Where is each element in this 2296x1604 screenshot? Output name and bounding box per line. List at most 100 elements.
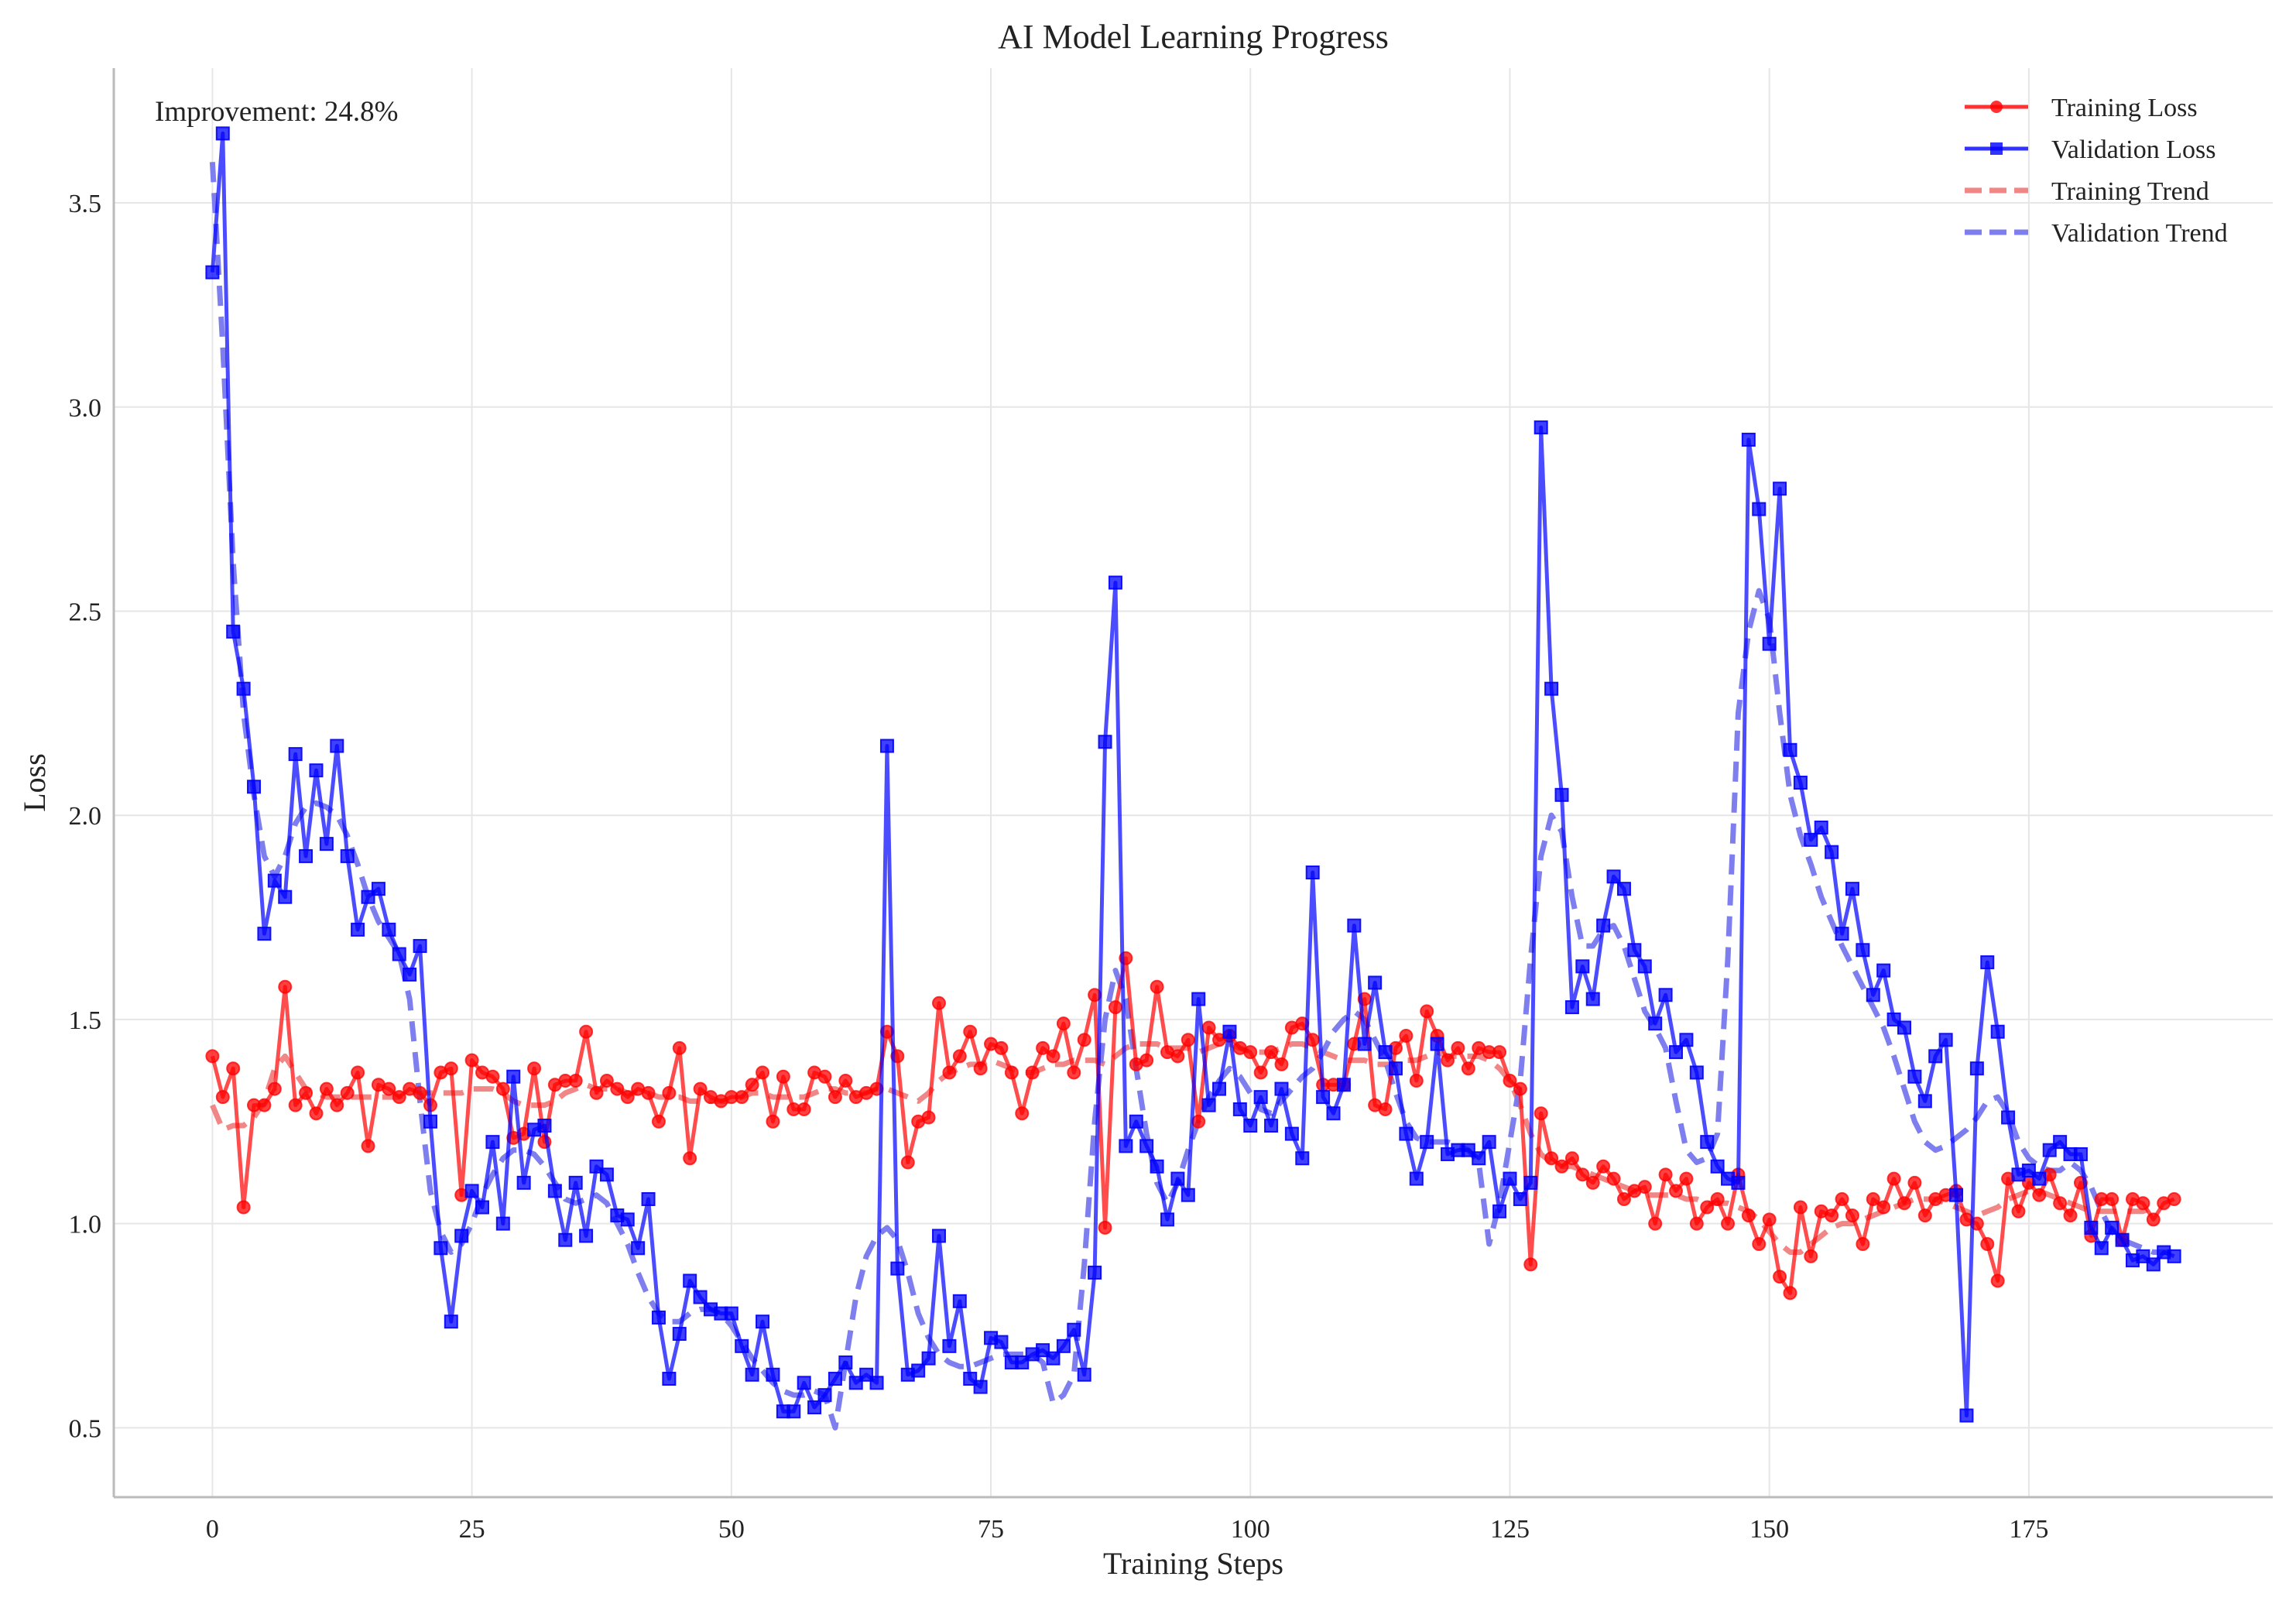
training-loss-point <box>973 1061 988 1076</box>
validation-loss-point <box>1326 1106 1341 1121</box>
validation-loss-point <box>807 1400 822 1414</box>
training-loss-point <box>485 1069 500 1084</box>
validation-loss-point <box>2115 1232 2130 1247</box>
validation-loss-point <box>931 1229 946 1243</box>
series-validation-loss <box>205 126 2181 1423</box>
training-loss-point <box>330 1098 344 1112</box>
validation-loss-point <box>1554 787 1569 802</box>
validation-loss-point <box>828 1372 842 1386</box>
legend-item-validation-loss[interactable]: Validation Loss <box>1965 135 2215 164</box>
validation-loss-point <box>1897 1020 1911 1035</box>
legend-item-training-trend[interactable]: Training Trend <box>1965 177 2209 206</box>
training-loss-point <box>1399 1029 1414 1044</box>
validation-loss-point <box>361 889 375 904</box>
training-loss-point <box>2105 1191 2120 1206</box>
validation-loss-point <box>2084 1220 2099 1235</box>
validation-loss-point <box>1222 1024 1237 1039</box>
training-loss-point <box>1773 1270 1787 1284</box>
legend-item-training-loss[interactable]: Training Loss <box>1965 94 2198 122</box>
validation-loss-point <box>1284 1126 1299 1141</box>
validation-loss-point <box>278 889 293 904</box>
training-loss-point <box>1170 1049 1185 1064</box>
training-loss-point <box>1866 1191 1880 1206</box>
training-loss-point <box>464 1053 479 1068</box>
training-loss-point <box>1274 1057 1289 1071</box>
training-loss-point <box>257 1098 272 1112</box>
chart-title: AI Model Learning Progress <box>998 18 1389 56</box>
validation-loss-point <box>1036 1343 1050 1358</box>
validation-loss-point <box>1139 1139 1154 1153</box>
training-loss-point <box>1534 1106 1548 1121</box>
validation-loss-point <box>403 967 417 982</box>
validation-loss-point <box>1243 1119 1258 1133</box>
training-loss-point <box>278 979 293 994</box>
training-loss-point <box>1637 1180 1652 1194</box>
validation-loss-point <box>838 1355 853 1369</box>
validation-loss-point <box>672 1327 687 1342</box>
axes <box>112 68 2273 1499</box>
training-loss-point <box>382 1081 396 1096</box>
validation-loss-point <box>662 1372 677 1386</box>
training-loss-point <box>1492 1045 1507 1060</box>
validation-loss-point <box>1793 776 1808 790</box>
validation-loss-point <box>1503 1171 1517 1186</box>
validation-loss-point <box>942 1338 957 1353</box>
validation-loss-point <box>2073 1146 2088 1161</box>
validation-loss-point <box>1544 681 1559 696</box>
training-loss-point <box>2063 1208 2078 1223</box>
training-loss-point <box>1056 1016 1071 1031</box>
validation-loss-point <box>2001 1110 2016 1125</box>
legend-marker-square <box>1990 142 2003 155</box>
training-loss-point <box>215 1090 230 1105</box>
x-tick-label: 150 <box>1749 1515 1789 1544</box>
y-tick-labels: 0.5 1.0 1.5 2.0 2.5 3.0 3.5 <box>69 190 102 1443</box>
training-loss-point <box>828 1090 842 1105</box>
training-loss-point <box>599 1074 614 1088</box>
training-loss-point <box>952 1049 967 1064</box>
validation-loss-point <box>641 1191 656 1206</box>
legend[interactable]: Training Loss Validation Loss Training Tre… <box>1965 94 2228 248</box>
training-loss-point <box>2167 1191 2181 1206</box>
y-tick-label: 3.0 <box>69 394 102 423</box>
validation-loss-point <box>2167 1249 2181 1263</box>
training-loss-point <box>1575 1167 1590 1182</box>
training-loss-point <box>579 1024 594 1039</box>
validation-loss-point <box>506 1069 521 1084</box>
validation-loss-point <box>599 1167 614 1182</box>
validation-loss-point <box>309 763 324 778</box>
validation-loss-point <box>454 1229 469 1243</box>
validation-loss-point <box>267 873 282 888</box>
validation-loss-point <box>1129 1114 1143 1129</box>
training-loss-point <box>610 1081 625 1096</box>
training-loss-point <box>662 1085 677 1100</box>
training-loss-point <box>340 1085 355 1100</box>
validation-loss-point <box>1762 636 1777 651</box>
validation-loss-point <box>1056 1338 1071 1353</box>
training-loss-point <box>1378 1102 1393 1116</box>
training-loss-point <box>1067 1065 1081 1080</box>
legend-item-validation-trend[interactable]: Validation Trend <box>1965 219 2228 248</box>
validation-loss-point <box>994 1335 1009 1349</box>
validation-loss-point <box>495 1216 510 1231</box>
legend-marker-circle <box>1990 101 2003 113</box>
training-loss-point <box>413 1085 427 1100</box>
training-loss-point <box>1108 1000 1122 1015</box>
training-loss-point <box>1710 1191 1725 1206</box>
validation-loss-point <box>1316 1090 1331 1105</box>
validation-loss-point <box>589 1159 604 1174</box>
validation-loss-point <box>1928 1049 1943 1064</box>
validation-loss-point <box>1741 432 1756 447</box>
validation-loss-point <box>1046 1351 1061 1366</box>
validation-loss-point <box>973 1380 988 1394</box>
training-loss-point <box>267 1081 282 1096</box>
validation-loss-point <box>1357 1037 1372 1051</box>
training-loss-point <box>672 1040 687 1055</box>
validation-loss-point <box>1980 955 1995 970</box>
training-loss-point <box>1689 1216 1704 1231</box>
x-tick-label: 0 <box>206 1515 219 1544</box>
training-loss-point <box>299 1085 314 1100</box>
training-loss-point <box>1835 1191 1849 1206</box>
training-loss-point <box>1752 1236 1767 1251</box>
training-loss-point <box>1544 1151 1559 1166</box>
